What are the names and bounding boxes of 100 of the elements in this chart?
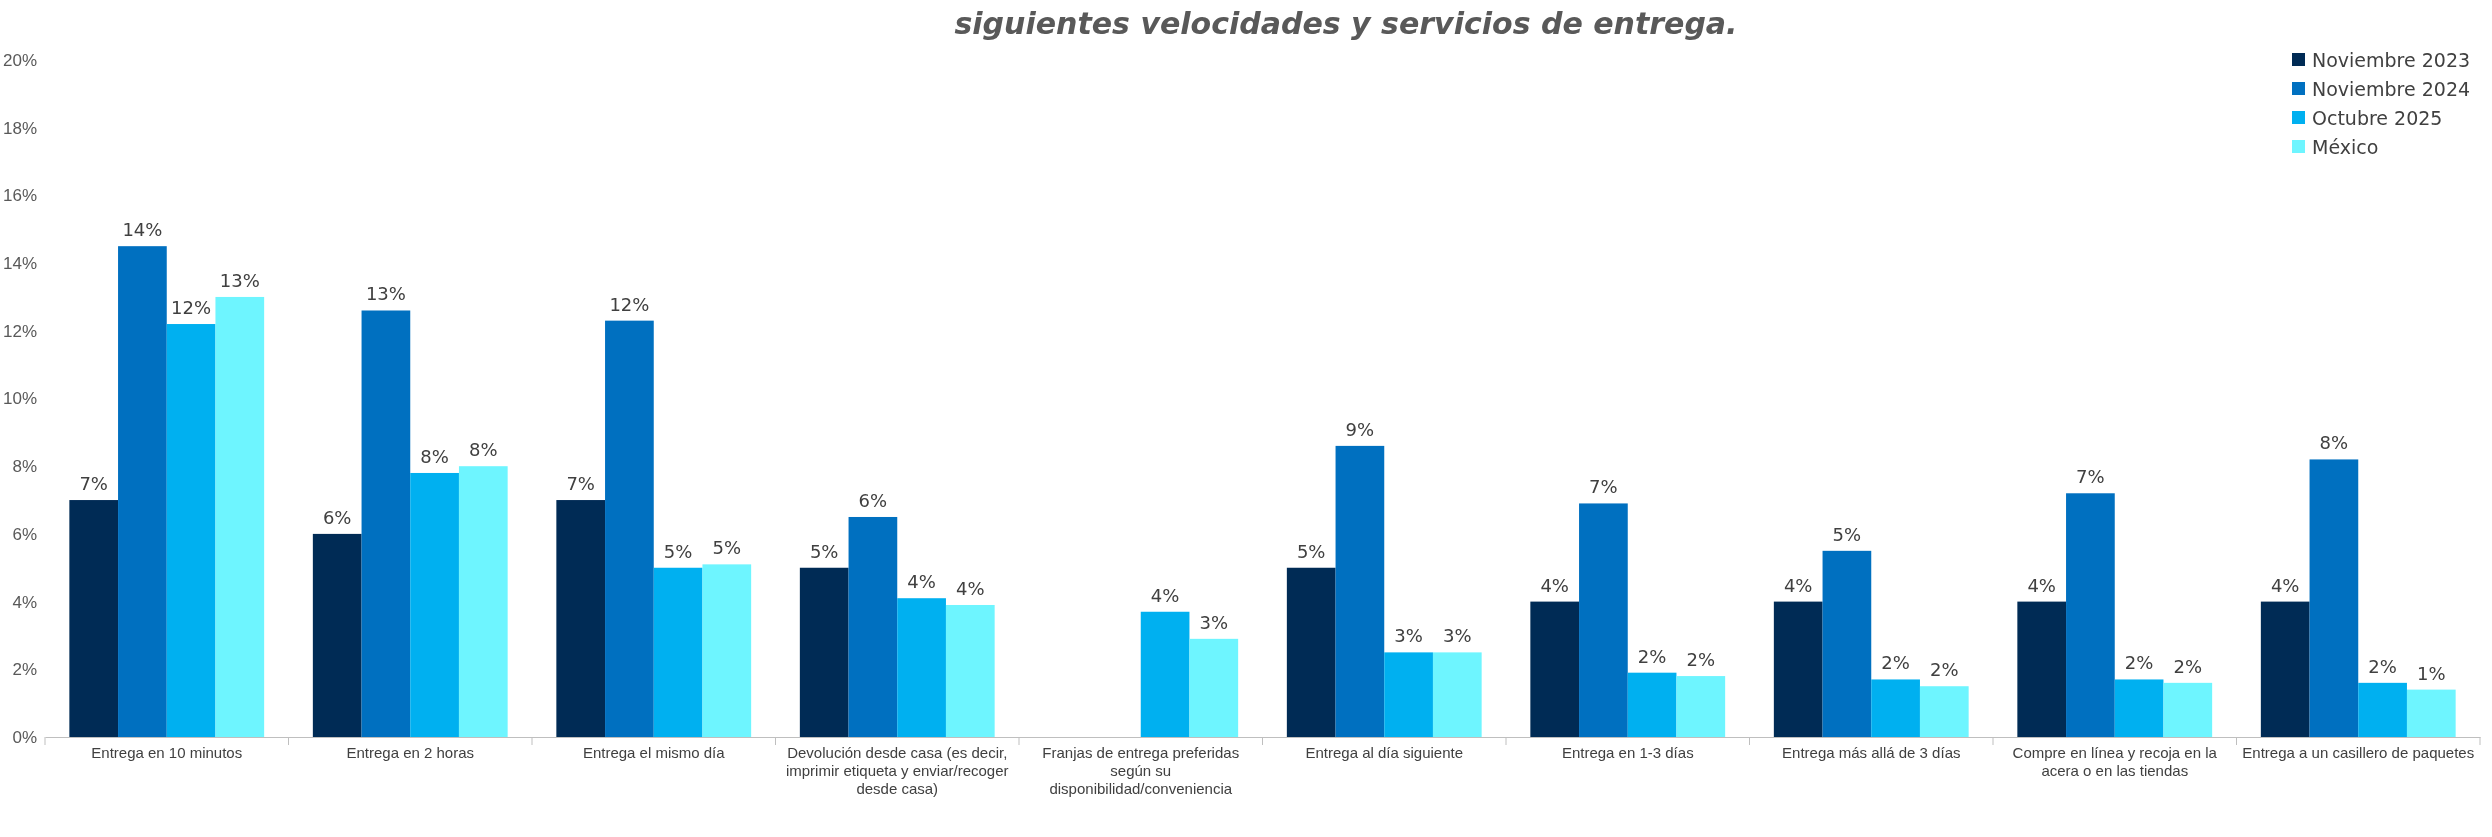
bar [556, 500, 606, 737]
bar [1676, 676, 1726, 737]
data-label: 7% [1589, 476, 1618, 498]
bar [1627, 672, 1677, 737]
data-label: 4% [956, 577, 985, 599]
x-tick-label: Compre en línea y recoja en la acera o en las tiendas [2012, 743, 2218, 779]
bar [702, 564, 752, 737]
bar [2114, 679, 2164, 737]
bar [118, 246, 167, 737]
bar [897, 598, 946, 737]
bar [1384, 652, 1433, 737]
bar [1530, 601, 1580, 737]
data-label: 5% [809, 540, 839, 562]
data-label: 4% [1783, 574, 1813, 596]
bar [653, 567, 703, 737]
legend-label: Noviembre 2024 [2312, 77, 2471, 100]
bar [1871, 679, 1920, 737]
data-label: 4% [907, 571, 936, 593]
legend-label: Octubre 2025 [2312, 106, 2443, 129]
data-label: 7% [566, 473, 595, 495]
data-label: 8% [2319, 432, 2349, 454]
data-label: 4% [1540, 574, 1569, 596]
bar [605, 320, 654, 737]
data-label: 8% [469, 439, 498, 461]
data-label: 2% [1637, 645, 1667, 667]
data-label: 2% [2173, 655, 2203, 677]
x-tick-label: Entrega al día siguiente [1305, 743, 1464, 761]
y-tick-label: 20% [2, 50, 37, 70]
bar [458, 466, 508, 737]
y-tick-label: 14% [2, 254, 37, 274]
bar [1140, 611, 1190, 737]
data-label: 2% [1686, 649, 1716, 671]
x-tick-label: Devolución desde casa (es decir, imprimir etiqueta y enviar/recoger desde casa) [785, 743, 1009, 797]
bar [1189, 638, 1239, 737]
bar [848, 516, 898, 737]
data-label: 13% [365, 283, 406, 305]
x-tick-label: Entrega en 2 horas [346, 743, 475, 761]
data-label: 3% [1394, 625, 1423, 647]
bar [2066, 493, 2115, 737]
data-label: 7% [79, 473, 108, 495]
y-tick-label: 0% [12, 727, 37, 747]
bar [1286, 567, 1336, 737]
data-label: 6% [858, 489, 888, 511]
data-label: 2% [2124, 652, 2154, 674]
data-label: 12% [171, 297, 212, 319]
data-label: 5% [663, 540, 693, 562]
data-label: 2% [1930, 659, 1959, 681]
data-label: 2% [2368, 655, 2397, 677]
data-label: 12% [609, 293, 650, 315]
data-label: 5% [1296, 540, 1326, 562]
bar [2260, 601, 2310, 737]
y-tick-label: 18% [2, 118, 37, 138]
y-tick-label: 12% [2, 321, 37, 341]
data-label: 4% [1150, 584, 1180, 606]
chart-title: siguientes velocidades y servicios de entrega. [954, 6, 1738, 41]
legend-label: México [2312, 135, 2379, 158]
x-tick-label: Entrega a un casillero de paquetes [2242, 743, 2475, 761]
bar [215, 296, 265, 737]
data-label: 8% [420, 445, 449, 467]
bar [361, 310, 411, 737]
y-tick-label: 10% [2, 389, 37, 409]
x-tick-label: Entrega en 1-3 días [1561, 743, 1694, 761]
bar [2309, 459, 2359, 737]
x-tick-label: Entrega más allá de 3 días [1782, 743, 1961, 761]
bar [166, 324, 216, 737]
bar [2017, 601, 2067, 737]
legend-label: Noviembre 2023 [2312, 48, 2471, 71]
bar [2163, 682, 2213, 737]
y-tick-label: 6% [12, 524, 37, 544]
bar [799, 567, 849, 737]
data-label: 13% [219, 269, 260, 291]
bar [410, 472, 459, 737]
y-tick-label: 16% [2, 186, 37, 206]
data-label: 5% [712, 537, 742, 559]
bar [1822, 550, 1872, 737]
bar [1335, 445, 1385, 737]
data-label: 3% [1443, 625, 1472, 647]
bar [2406, 689, 2456, 737]
data-label: 7% [2076, 466, 2105, 488]
bar [312, 533, 362, 737]
data-label: 1% [2417, 662, 2446, 684]
y-tick-label: 4% [12, 592, 37, 612]
y-tick-label: 8% [12, 457, 37, 477]
x-tick-label: Franjas de entrega preferidas según su disponibilidad/conveniencia [1042, 743, 1240, 797]
y-tick-label: 2% [12, 660, 37, 680]
data-label: 4% [2270, 574, 2300, 596]
data-label: 2% [1881, 652, 1910, 674]
bar [1432, 652, 1482, 737]
data-label: 5% [1832, 523, 1862, 545]
data-label: 9% [1345, 418, 1375, 440]
x-tick-label: Entrega el mismo día [582, 743, 726, 761]
bar [2358, 682, 2407, 737]
bar [69, 500, 119, 737]
data-label: 3% [1199, 611, 1229, 633]
data-label: 4% [2027, 574, 2056, 596]
data-label: 6% [322, 506, 352, 528]
bar [1919, 686, 1969, 737]
x-tick-label: Entrega en 10 minutos [91, 743, 243, 761]
data-label: 14% [122, 219, 163, 241]
bar [1579, 503, 1628, 737]
